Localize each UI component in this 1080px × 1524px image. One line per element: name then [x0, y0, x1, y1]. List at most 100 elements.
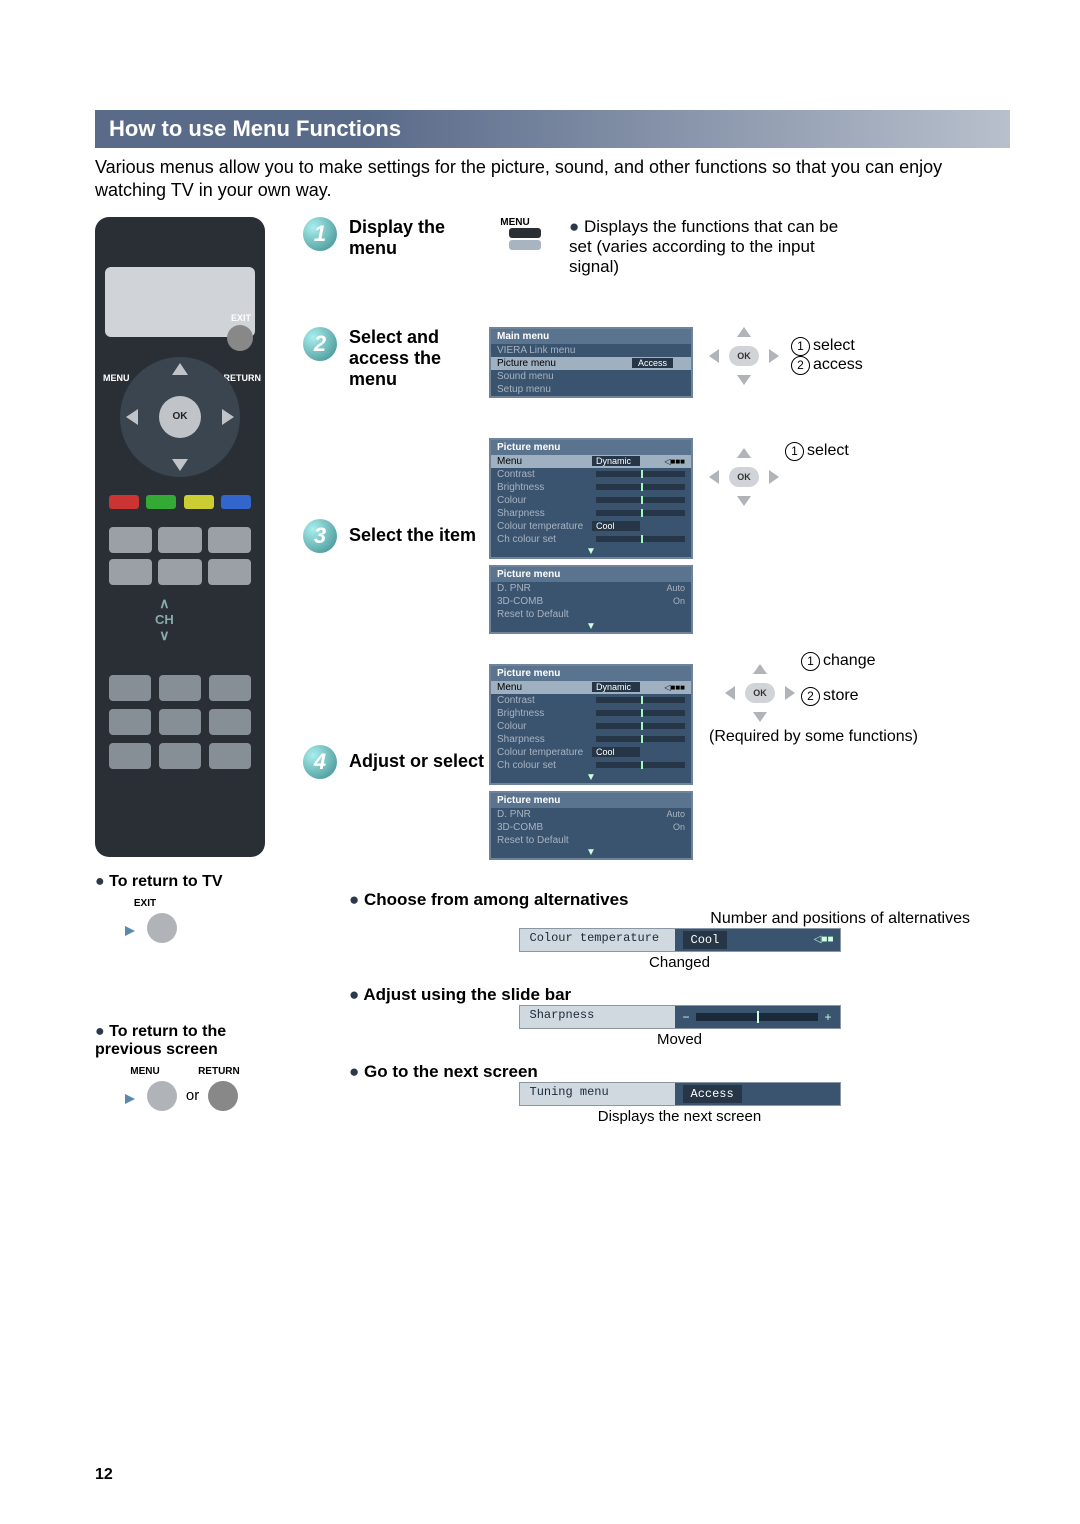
exit-label: EXIT [231, 313, 251, 323]
anno-store: 2store [801, 687, 876, 706]
step-3-dpad-anno: OK 1select [693, 448, 849, 634]
arrow-icon [125, 923, 139, 933]
step-3-content: Picture menu MenuDynamic◁■■■ Contrast Br… [489, 438, 1010, 634]
pm-row-chcol: Ch colour set [491, 533, 691, 546]
dpad-small-4: OK [725, 664, 795, 722]
menu-icon [509, 228, 541, 264]
step-2: 2 Select and access the menu Main menu V… [303, 327, 1010, 398]
sharpness-bar: Sharpness − + [519, 1005, 841, 1029]
exit-small-button[interactable] [147, 913, 177, 943]
next-screen-label: Displays the next screen [598, 1108, 761, 1125]
step-number-2: 2 [303, 327, 337, 361]
step-number-3: 3 [303, 519, 337, 553]
menu-icon-label: MENU [489, 217, 541, 228]
ch-rocker[interactable]: ∧ CH ∨ [155, 595, 174, 644]
step-1-content: MENU Displays the functions that can be … [489, 217, 1010, 277]
anno-select: 1select [791, 337, 863, 356]
step-4-label: Adjust or select [349, 751, 489, 772]
pm-row-comb: 3D-COMBOn [491, 595, 691, 608]
menu-button-illustration: MENU [489, 217, 541, 264]
pm4b-hdr: Picture menu [491, 793, 691, 808]
anno-access: 2access [791, 356, 863, 375]
step-2-label: Select and access the menu [349, 327, 489, 390]
main-menu-header: Main menu [491, 329, 691, 344]
sharpness-slider[interactable] [696, 1013, 819, 1021]
menu-item-viera: VIERA Link menu [491, 344, 691, 357]
exit-btn-label: EXIT [125, 898, 165, 909]
changed-label: Changed [649, 954, 710, 971]
pm4b-reset: Reset to Default [491, 834, 691, 847]
down-icon [172, 459, 188, 471]
osd-sharp-label: Sharpness [520, 1006, 675, 1028]
dpad-small-2: OK [709, 327, 779, 385]
remote-column: EXIT MENU RETURN OK [95, 217, 295, 1125]
anno-change: 1change [801, 652, 876, 671]
access-pill: Access [632, 358, 673, 368]
tuning-bar: Tuning menu Access [519, 1082, 841, 1106]
steps-column: 1 Display the menu MENU Displays the fun… [295, 217, 1010, 1125]
picture-menu-box-2: Picture menu D. PNRAuto 3D-COMBOn Reset … [489, 565, 693, 634]
picture-menu-box-4a: Picture menu MenuDynamic◁■■■ Contrast Br… [489, 664, 693, 785]
pm4-row-coltemp: Colour temperatureCool [491, 746, 691, 759]
ok-button[interactable]: OK [159, 396, 201, 438]
pm4-row-colour: Colour [491, 720, 691, 733]
choose-right-note: Number and positions of alternatives [349, 910, 970, 928]
pm4-row-brightness: Brightness [491, 707, 691, 720]
pm-row-brightness: Brightness [491, 481, 691, 494]
step-1-label: Display the menu [349, 217, 489, 259]
step-2-dpad-anno: OK 1select 2access [693, 327, 863, 385]
step-4-note: (Required by some functions) [709, 728, 918, 746]
intro-text: Various menus allow you to make settings… [95, 156, 1010, 203]
pm4-row-chcol: Ch colour set [491, 759, 691, 772]
main-row: EXIT MENU RETURN OK [95, 217, 1010, 1125]
pm4-row-sharpness: Sharpness [491, 733, 691, 746]
ok-small-4: OK [745, 683, 775, 703]
menu-item-picture: Picture menuAccess [491, 357, 691, 370]
menu-small-button[interactable] [147, 1081, 177, 1111]
pm4-row-menu: MenuDynamic◁■■■ [491, 681, 691, 694]
function-buttons[interactable] [109, 527, 251, 585]
adjust-title: Adjust using the slide bar [349, 985, 1010, 1005]
alternatives-section: Choose from among alternatives Number an… [349, 890, 1010, 1125]
picture-menu-hdr: Picture menu [491, 440, 691, 455]
page: How to use Menu Functions Various menus … [0, 0, 1080, 1524]
color-buttons[interactable] [109, 495, 251, 509]
ok-small-2: OK [729, 346, 759, 366]
page-title: How to use Menu Functions [95, 110, 1010, 148]
moved-label: Moved [657, 1031, 702, 1048]
step-3-label: Select the item [349, 525, 489, 546]
dpad-small-3: OK [709, 448, 779, 506]
osd-coltemp-label: Colour temperature [520, 929, 675, 951]
pm-row-contrast: Contrast [491, 468, 691, 481]
pm-row-reset: Reset to Default [491, 608, 691, 621]
step-4: 4 Adjust or select Picture menu MenuDyna… [303, 664, 1010, 860]
up-icon [172, 363, 188, 375]
menu-item-setup: Setup menu [491, 383, 691, 396]
pm-row-coltemp: Colour temperatureCool [491, 520, 691, 533]
pm-row-pnr: D. PNRAuto [491, 582, 691, 595]
step-number-4: 4 [303, 745, 337, 779]
picture-menu-box: Picture menu MenuDynamic◁■■■ Contrast Br… [489, 438, 693, 559]
page-number: 12 [95, 1466, 113, 1484]
menu-btn-label: MENU [125, 1066, 165, 1077]
pm-row-menu: MenuDynamic◁■■■ [491, 455, 691, 468]
anno-select-3: 1select [785, 442, 849, 461]
return-small-button[interactable] [208, 1081, 238, 1111]
exit-button[interactable] [227, 325, 253, 351]
return-prev-hint: To return to the previous screen [95, 1023, 295, 1059]
goto-title: Go to the next screen [349, 1062, 1010, 1082]
step-1: 1 Display the menu MENU Displays the fun… [303, 217, 1010, 277]
return-btn-label: RETURN [194, 1066, 244, 1077]
pm4b-comb: 3D-COMBOn [491, 821, 691, 834]
right-icon [222, 409, 234, 425]
step-3: 3 Select the item Picture menu MenuDynam… [303, 438, 1010, 634]
remote-control: EXIT MENU RETURN OK [95, 217, 265, 857]
step-2-content: Main menu VIERA Link menu Picture menuAc… [489, 327, 1010, 398]
left-icon [126, 409, 138, 425]
dpad[interactable]: OK [120, 357, 240, 477]
number-pad[interactable] [109, 675, 251, 769]
menu-item-sound: Sound menu [491, 370, 691, 383]
osd-tuning-label: Tuning menu [520, 1083, 675, 1105]
step-number-1: 1 [303, 217, 337, 251]
main-menu-box: Main menu VIERA Link menu Picture menuAc… [489, 327, 693, 398]
